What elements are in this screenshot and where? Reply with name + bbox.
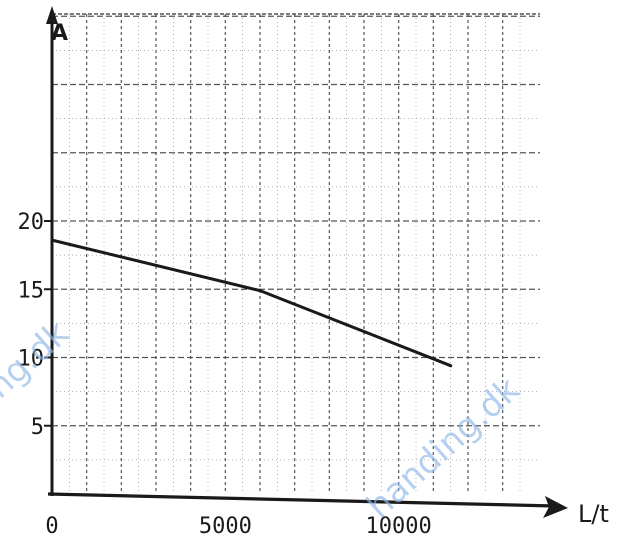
watermark-left: ng.dk (0, 313, 77, 407)
data-point (50, 238, 54, 242)
y-axis-label: A (51, 21, 68, 46)
x-tick-label: 0 (45, 514, 58, 539)
x-tick-label: 10000 (366, 514, 432, 539)
series-group (50, 238, 453, 368)
data-point (449, 364, 453, 368)
y-tick-label: 5 (31, 415, 44, 440)
grid (51, 13, 540, 494)
y-tick-label: 20 (18, 210, 45, 235)
y-tick-label: 15 (18, 278, 45, 303)
data-point (258, 289, 262, 293)
y-tick-label: 10 (18, 347, 45, 372)
x-axis-arrowhead (543, 496, 568, 518)
x-axis-line (47, 492, 556, 508)
x-axis-label: L/t (578, 500, 609, 528)
tick-labels: 5 10 15 20 0 5000 10000 (18, 210, 432, 539)
y-axis-arrowhead (46, 6, 58, 24)
x-tick-label: 5000 (199, 514, 252, 539)
axes (46, 6, 568, 518)
series-line (50, 238, 453, 368)
